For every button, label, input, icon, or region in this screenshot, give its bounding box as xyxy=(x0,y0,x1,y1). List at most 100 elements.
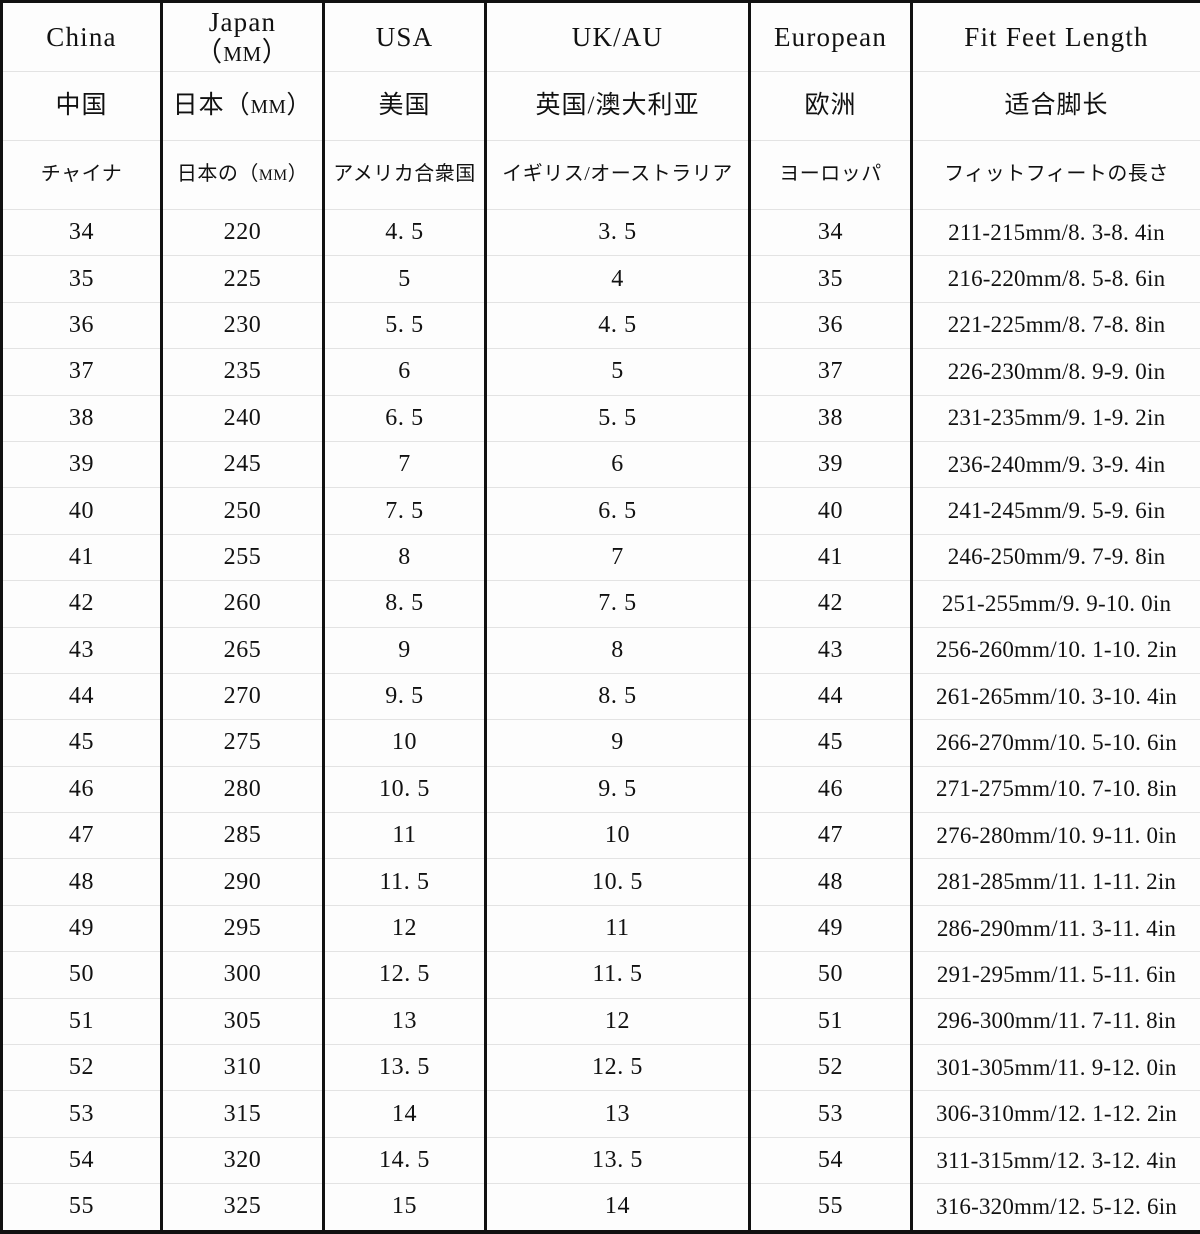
cell-ukau: 14 xyxy=(486,1184,750,1232)
cell-fit: 266-270mm/10. 5-10. 6in xyxy=(912,720,1200,766)
cell-ukau: 6 xyxy=(486,441,750,487)
cell-china: 54 xyxy=(2,1137,162,1183)
cell-usa: 14 xyxy=(324,1091,486,1137)
header-ukau-zh: 英国/澳大利亚 xyxy=(486,72,750,141)
cell-usa: 10 xyxy=(324,720,486,766)
cell-european: 38 xyxy=(750,395,912,441)
header-usa-en: USA xyxy=(324,2,486,72)
cell-ukau: 8 xyxy=(486,627,750,673)
cell-usa: 12. 5 xyxy=(324,952,486,998)
cell-usa: 9 xyxy=(324,627,486,673)
cell-japan: 255 xyxy=(162,534,324,580)
cell-fit: 231-235mm/9. 1-9. 2in xyxy=(912,395,1200,441)
header-japan-en-main: Japan xyxy=(163,7,322,37)
cell-ukau: 12. 5 xyxy=(486,1045,750,1091)
cell-fit: 256-260mm/10. 1-10. 2in xyxy=(912,627,1200,673)
cell-japan: 315 xyxy=(162,1091,324,1137)
cell-ukau: 9 xyxy=(486,720,750,766)
cell-ukau: 3. 5 xyxy=(486,210,750,256)
cell-fit: 241-245mm/9. 5-9. 6in xyxy=(912,488,1200,534)
cell-usa: 15 xyxy=(324,1184,486,1232)
cell-ukau: 9. 5 xyxy=(486,766,750,812)
cell-ukau: 7. 5 xyxy=(486,581,750,627)
cell-fit: 316-320mm/12. 5-12. 6in xyxy=(912,1184,1200,1232)
cell-usa: 13 xyxy=(324,998,486,1044)
cell-japan: 220 xyxy=(162,210,324,256)
cell-japan: 325 xyxy=(162,1184,324,1232)
cell-fit: 211-215mm/8. 3-8. 4in xyxy=(912,210,1200,256)
cell-european: 34 xyxy=(750,210,912,256)
cell-usa: 5. 5 xyxy=(324,302,486,348)
cell-fit: 311-315mm/12. 3-12. 4in xyxy=(912,1137,1200,1183)
cell-china: 41 xyxy=(2,534,162,580)
header-ukau-en: UK/AU xyxy=(486,2,750,72)
header-china-en: China xyxy=(2,2,162,72)
cell-fit: 281-285mm/11. 1-11. 2in xyxy=(912,859,1200,905)
cell-fit: 271-275mm/10. 7-10. 8in xyxy=(912,766,1200,812)
cell-ukau: 6. 5 xyxy=(486,488,750,534)
cell-japan: 270 xyxy=(162,673,324,719)
cell-european: 55 xyxy=(750,1184,912,1232)
cell-ukau: 5 xyxy=(486,349,750,395)
cell-china: 37 xyxy=(2,349,162,395)
cell-japan: 295 xyxy=(162,905,324,951)
cell-japan: 280 xyxy=(162,766,324,812)
header-usa-en-main: USA xyxy=(325,22,484,52)
cell-china: 35 xyxy=(2,256,162,302)
cell-usa: 6 xyxy=(324,349,486,395)
cell-japan: 250 xyxy=(162,488,324,534)
header-fit-zh: 适合脚长 xyxy=(912,72,1200,141)
cell-european: 35 xyxy=(750,256,912,302)
cell-usa: 4. 5 xyxy=(324,210,486,256)
cell-european: 51 xyxy=(750,998,912,1044)
cell-fit: 251-255mm/9. 9-10. 0in xyxy=(912,581,1200,627)
cell-china: 51 xyxy=(2,998,162,1044)
cell-china: 34 xyxy=(2,210,162,256)
cell-usa: 5 xyxy=(324,256,486,302)
cell-china: 53 xyxy=(2,1091,162,1137)
cell-china: 46 xyxy=(2,766,162,812)
cell-fit: 301-305mm/11. 9-12. 0in xyxy=(912,1045,1200,1091)
cell-european: 49 xyxy=(750,905,912,951)
cell-ukau: 4 xyxy=(486,256,750,302)
cell-ukau: 4. 5 xyxy=(486,302,750,348)
cell-fit: 226-230mm/8. 9-9. 0in xyxy=(912,349,1200,395)
cell-china: 39 xyxy=(2,441,162,487)
cell-usa: 14. 5 xyxy=(324,1137,486,1183)
table-header: China Japan （MM） USA UK/AU European Fit … xyxy=(2,2,1200,210)
cell-fit: 291-295mm/11. 5-11. 6in xyxy=(912,952,1200,998)
cell-japan: 225 xyxy=(162,256,324,302)
cell-japan: 230 xyxy=(162,302,324,348)
cell-japan: 285 xyxy=(162,813,324,859)
cell-china: 45 xyxy=(2,720,162,766)
cell-japan: 290 xyxy=(162,859,324,905)
cell-european: 40 xyxy=(750,488,912,534)
cell-usa: 11 xyxy=(324,813,486,859)
cell-european: 37 xyxy=(750,349,912,395)
cell-fit: 286-290mm/11. 3-11. 4in xyxy=(912,905,1200,951)
cell-usa: 7 xyxy=(324,441,486,487)
header-japan-en-sub: （MM） xyxy=(163,37,322,67)
cell-japan: 235 xyxy=(162,349,324,395)
cell-japan: 275 xyxy=(162,720,324,766)
header-china-zh: 中国 xyxy=(2,72,162,141)
cell-european: 43 xyxy=(750,627,912,673)
cell-japan: 260 xyxy=(162,581,324,627)
cell-japan: 245 xyxy=(162,441,324,487)
cell-china: 44 xyxy=(2,673,162,719)
cell-ukau: 13 xyxy=(486,1091,750,1137)
cell-european: 46 xyxy=(750,766,912,812)
cell-usa: 10. 5 xyxy=(324,766,486,812)
cell-china: 50 xyxy=(2,952,162,998)
cell-european: 44 xyxy=(750,673,912,719)
